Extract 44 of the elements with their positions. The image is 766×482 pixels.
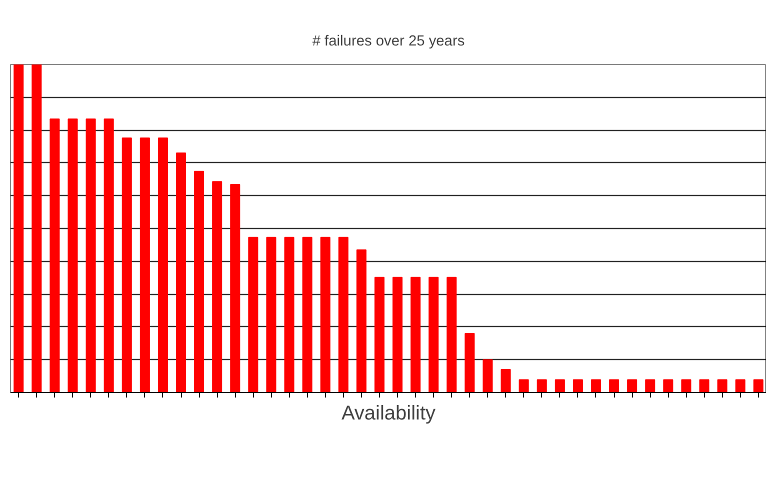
bar	[248, 236, 258, 392]
bar	[86, 118, 96, 392]
bar	[609, 379, 620, 392]
bar	[374, 276, 384, 392]
bar	[699, 379, 710, 392]
bar	[338, 236, 348, 392]
bar	[212, 181, 222, 392]
x-axis-title: Availability	[341, 402, 436, 424]
bar	[627, 379, 638, 392]
chart-title: # failures over 25 years	[312, 34, 465, 50]
bar	[681, 379, 692, 392]
bar	[266, 236, 276, 392]
bar	[753, 379, 764, 392]
bar	[554, 379, 565, 392]
bar	[104, 118, 114, 392]
bar	[500, 369, 511, 392]
bar	[572, 379, 583, 392]
bar	[446, 276, 457, 392]
bar	[663, 379, 674, 392]
bar	[230, 184, 240, 392]
bar	[717, 379, 728, 392]
bar	[356, 249, 366, 392]
bar	[50, 118, 60, 392]
bar	[536, 379, 547, 392]
bar	[194, 170, 204, 392]
bar	[176, 152, 186, 392]
bar	[590, 379, 602, 392]
bar	[392, 276, 403, 392]
bar	[14, 64, 24, 392]
bar	[32, 64, 42, 392]
bar	[464, 332, 475, 392]
bar	[428, 276, 439, 392]
bar	[410, 276, 421, 392]
bar	[735, 379, 746, 392]
bar	[140, 137, 150, 392]
bar	[158, 137, 168, 392]
bar	[518, 379, 529, 392]
bar	[302, 236, 312, 392]
bar	[482, 359, 493, 392]
bar	[284, 236, 294, 392]
bar	[645, 379, 656, 392]
bar	[68, 118, 78, 392]
bar	[320, 236, 330, 392]
bar	[122, 137, 132, 392]
